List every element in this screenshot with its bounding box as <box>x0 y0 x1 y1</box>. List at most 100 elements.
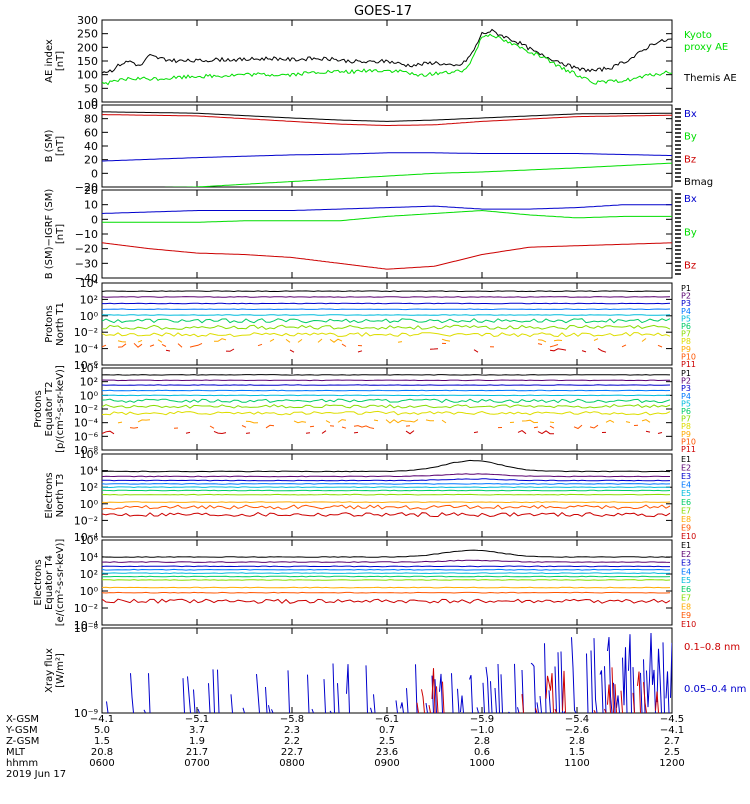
series-line-p9 <box>117 338 647 343</box>
channel-label-p1: P1 <box>681 284 691 293</box>
ephemeris-value: 2.3 <box>284 725 300 736</box>
channel-label-e1: E1 <box>681 541 691 550</box>
series-line-e7 <box>102 493 671 496</box>
ephemeris-value: 1100 <box>564 758 589 769</box>
series-line-p8 <box>102 331 671 338</box>
ephemeris-value: −6.1 <box>375 714 399 725</box>
ephemeris-row-label: Y-GSM <box>5 725 38 736</box>
ephemeris-value: −5.9 <box>470 714 494 725</box>
legend-entry: Bmag <box>684 177 713 188</box>
y-tick-label: −20 <box>75 243 98 256</box>
series-line-e7 <box>102 579 671 581</box>
panel-frame <box>101 453 673 538</box>
y-tick-label: 250 <box>77 28 98 41</box>
y-tick-label: 60 <box>84 126 98 139</box>
ephemeris-row-label: 2019 Jun 17 <box>6 769 66 780</box>
legend-entry: Bx <box>684 194 697 205</box>
series-line-p4 <box>102 389 671 392</box>
series-line-by <box>102 209 672 223</box>
ephemeris-value: 0700 <box>184 758 209 769</box>
y-tick-label: 0 <box>91 213 98 226</box>
y-tick-label: −10 <box>75 228 98 241</box>
channel-label-e3: E3 <box>681 559 691 568</box>
channel-label-e5: E5 <box>681 576 691 585</box>
y-tick-label: 10⁰ <box>80 498 99 511</box>
y-tick-label: 10⁻⁴ <box>74 531 99 544</box>
ephemeris-value: 3.7 <box>189 725 205 736</box>
ephemeris-value: 21.7 <box>186 747 208 758</box>
channel-label-p2: P2 <box>681 292 691 301</box>
y-tick-label: 10 <box>84 199 98 212</box>
series-line-0.1-0.8nm <box>416 667 659 713</box>
y-tick-label: 10² <box>80 568 98 581</box>
series-line-e4 <box>102 568 671 571</box>
series-line-bz <box>102 242 672 270</box>
y-tick-label: 50 <box>84 82 98 95</box>
ephemeris-row-label: MLT <box>6 747 26 758</box>
ephemeris-value: −2.6 <box>565 725 589 736</box>
y-tick-label: 10⁻² <box>74 403 98 416</box>
legend-entry: 0.05–0.4 nm <box>684 684 746 695</box>
ephemeris-value: 20.8 <box>91 747 113 758</box>
ephemeris-value: 1200 <box>659 758 684 769</box>
y-axis-label: Protons <box>44 305 55 342</box>
ephemeris-value: −4.5 <box>660 714 684 725</box>
channel-label-p5: P5 <box>681 314 691 323</box>
series-line-p11 <box>102 431 670 434</box>
series-line-p6 <box>102 318 671 324</box>
channel-label-p11: P11 <box>681 360 696 369</box>
y-axis-label: [e/(cm²-s-sr-keV)] <box>55 539 66 627</box>
y-tick-label: 10⁴ <box>80 551 99 564</box>
series-line-p10 <box>130 425 670 428</box>
ephemeris-value: −5.1 <box>185 714 209 725</box>
y-tick-label: 20 <box>84 154 98 167</box>
legend-entry: By <box>684 132 697 143</box>
series-line-p11 <box>166 348 654 352</box>
channel-label-e10: E10 <box>681 620 696 629</box>
ephemeris-value: −4.1 <box>90 714 114 725</box>
channel-label-p7: P7 <box>681 330 691 339</box>
channel-label-p9: P9 <box>681 430 691 439</box>
channel-label-e9: E9 <box>681 611 691 620</box>
series-line-bmag <box>102 111 672 122</box>
ephemeris-value: 5.0 <box>94 725 110 736</box>
ephemeris-value: −5.4 <box>565 714 589 725</box>
y-tick-label: 10⁶ <box>80 534 99 547</box>
y-tick-label: 10⁻⁴ <box>74 343 99 356</box>
y-axis-label: [nT] <box>55 136 66 156</box>
series-line-p5 <box>102 394 671 397</box>
series-line-e2 <box>102 473 670 478</box>
y-axis-label: [nT] <box>55 224 66 244</box>
series-line-p9 <box>118 420 658 423</box>
series-line-e2 <box>102 559 671 563</box>
panel-xray: 10⁻⁸ 10⁻⁹ Xray flux [W/m²] 0.1–0.8 nm 0.05–0.… <box>44 622 746 720</box>
series-line-p2 <box>102 296 671 298</box>
y-axis-label: North T3 <box>55 474 66 518</box>
channel-label-e6: E6 <box>681 585 691 594</box>
panel-p_t1: 10⁴ 10² 10⁰ 10⁻² 10⁻⁴ 10⁻⁶ Protons North T1 P1P2… <box>44 277 696 372</box>
y-axis-label: Equator T4 <box>44 555 55 610</box>
y-tick-label: 100 <box>77 99 98 112</box>
ephemeris-value: 2.5 <box>664 747 680 758</box>
channel-label-p6: P6 <box>681 407 691 416</box>
y-axis-label: Xray flux <box>44 648 55 693</box>
y-tick-label: 10⁻⁶ <box>74 359 99 372</box>
series-line-e10 <box>102 511 671 518</box>
series-line-p4 <box>102 308 671 311</box>
series-line-e5 <box>102 486 671 489</box>
series-line-p5 <box>102 314 671 316</box>
y-axis-label: B (SM)−IGRF (SM) <box>44 189 55 280</box>
y-axis-label: North T1 <box>55 302 66 346</box>
ephemeris-value: 2.2 <box>284 736 300 747</box>
y-tick-label: 10⁻⁸ <box>74 444 99 457</box>
y-tick-label: 40 <box>84 140 98 153</box>
channel-label-p1: P1 <box>681 369 691 378</box>
series-line-p2 <box>102 379 670 382</box>
y-axis-label: [W/m²] <box>55 653 66 688</box>
channel-label-e3: E3 <box>681 472 691 481</box>
channel-label-p9: P9 <box>681 345 691 354</box>
ephemeris-row-label: Z-GSM <box>6 736 39 747</box>
